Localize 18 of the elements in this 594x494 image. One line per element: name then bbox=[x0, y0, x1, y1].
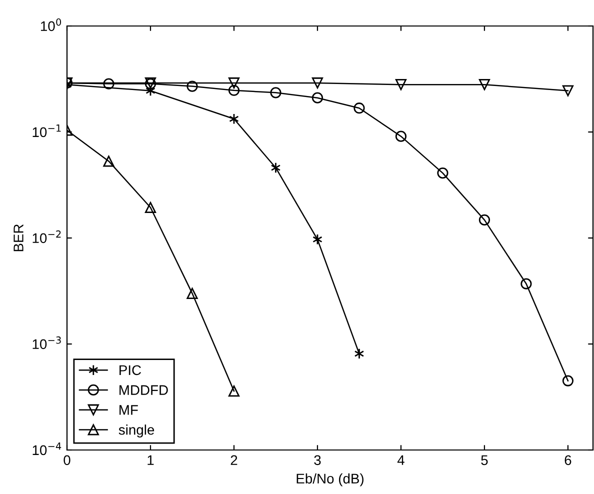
legend-label: MF bbox=[120, 405, 138, 415]
x-tick-label: 0 bbox=[64, 455, 70, 466]
x-tick-label: 2 bbox=[230, 455, 238, 465]
x-tick-label: 1 bbox=[148, 455, 154, 465]
y-tick-label: 10$^{−3}$ bbox=[32, 336, 61, 350]
x-axis-title: Eb/No (dB) bbox=[296, 473, 364, 486]
y-tick-label: 10$^{−1}$ bbox=[32, 124, 61, 138]
y-tick-label: 10$^{0}$ bbox=[40, 18, 62, 32]
legend-label: single bbox=[118, 424, 154, 438]
legend-label: MDDFD bbox=[120, 385, 168, 395]
y-tick-label: 10$^{−2}$ bbox=[32, 230, 61, 244]
y-tick-label: 10$^{−4}$ bbox=[32, 442, 62, 456]
x-tick-label: 4 bbox=[397, 455, 404, 465]
x-tick-label: 5 bbox=[481, 455, 488, 466]
legend-label: PIC bbox=[120, 365, 142, 376]
x-tick-label: 6 bbox=[564, 455, 572, 466]
y-axis-title: BER bbox=[14, 224, 24, 252]
x-tick-label: 3 bbox=[314, 455, 321, 466]
